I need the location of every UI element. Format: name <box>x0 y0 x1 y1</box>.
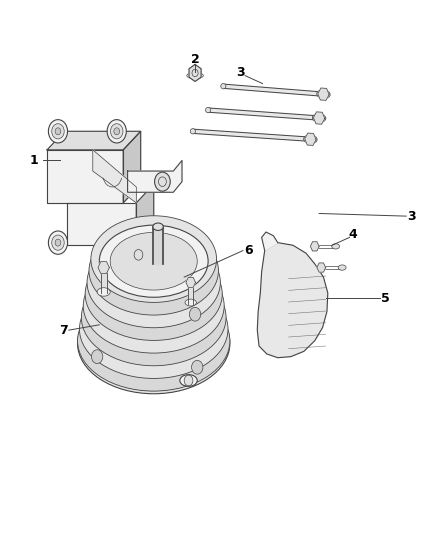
Text: 5: 5 <box>381 292 390 305</box>
Circle shape <box>55 128 61 135</box>
Polygon shape <box>223 84 324 96</box>
Ellipse shape <box>313 114 325 122</box>
Ellipse shape <box>332 244 339 249</box>
Polygon shape <box>47 131 141 150</box>
Polygon shape <box>305 133 316 146</box>
Circle shape <box>110 235 123 250</box>
Text: 7: 7 <box>59 324 68 337</box>
Polygon shape <box>208 108 319 120</box>
Circle shape <box>134 249 143 260</box>
Polygon shape <box>123 131 141 203</box>
Text: 1: 1 <box>30 154 39 167</box>
Ellipse shape <box>304 135 317 143</box>
Polygon shape <box>318 88 329 100</box>
Polygon shape <box>186 277 195 287</box>
Circle shape <box>155 172 170 191</box>
Ellipse shape <box>221 84 226 89</box>
Ellipse shape <box>83 259 224 353</box>
Polygon shape <box>101 268 107 293</box>
Polygon shape <box>317 263 325 272</box>
Circle shape <box>52 235 64 250</box>
Circle shape <box>184 375 193 386</box>
Polygon shape <box>261 232 278 251</box>
Ellipse shape <box>78 293 230 394</box>
Ellipse shape <box>187 72 203 79</box>
Circle shape <box>92 350 103 364</box>
Polygon shape <box>188 282 193 304</box>
Ellipse shape <box>110 232 197 290</box>
Polygon shape <box>136 184 154 245</box>
Text: 3: 3 <box>407 209 416 223</box>
Polygon shape <box>153 227 163 264</box>
Ellipse shape <box>91 216 216 302</box>
Polygon shape <box>47 150 123 203</box>
Circle shape <box>107 119 126 143</box>
Ellipse shape <box>79 280 228 378</box>
Polygon shape <box>257 243 328 358</box>
Circle shape <box>114 239 120 246</box>
Ellipse shape <box>89 227 219 315</box>
Text: 2: 2 <box>191 53 199 66</box>
Polygon shape <box>314 112 325 124</box>
Circle shape <box>55 239 61 246</box>
Ellipse shape <box>205 108 211 113</box>
Ellipse shape <box>338 265 346 270</box>
Ellipse shape <box>185 299 196 306</box>
Circle shape <box>191 360 203 374</box>
Polygon shape <box>311 242 319 251</box>
Circle shape <box>48 231 67 254</box>
Ellipse shape <box>153 223 163 230</box>
Polygon shape <box>189 64 201 82</box>
Text: 4: 4 <box>349 228 357 241</box>
Text: 3: 3 <box>237 67 245 79</box>
Text: 6: 6 <box>244 244 252 257</box>
Ellipse shape <box>85 248 222 341</box>
Polygon shape <box>127 160 182 192</box>
Circle shape <box>114 128 120 135</box>
Polygon shape <box>67 203 136 245</box>
Circle shape <box>189 308 201 321</box>
Circle shape <box>110 124 123 139</box>
Circle shape <box>48 119 67 143</box>
Circle shape <box>52 124 64 139</box>
Ellipse shape <box>87 237 220 328</box>
Ellipse shape <box>97 288 110 296</box>
Ellipse shape <box>99 225 208 297</box>
Polygon shape <box>193 129 311 141</box>
Ellipse shape <box>190 128 195 134</box>
Polygon shape <box>93 150 136 203</box>
Ellipse shape <box>78 290 230 391</box>
Polygon shape <box>98 262 110 273</box>
Ellipse shape <box>180 375 197 386</box>
Circle shape <box>107 231 126 254</box>
Ellipse shape <box>317 90 330 99</box>
Ellipse shape <box>81 269 226 366</box>
